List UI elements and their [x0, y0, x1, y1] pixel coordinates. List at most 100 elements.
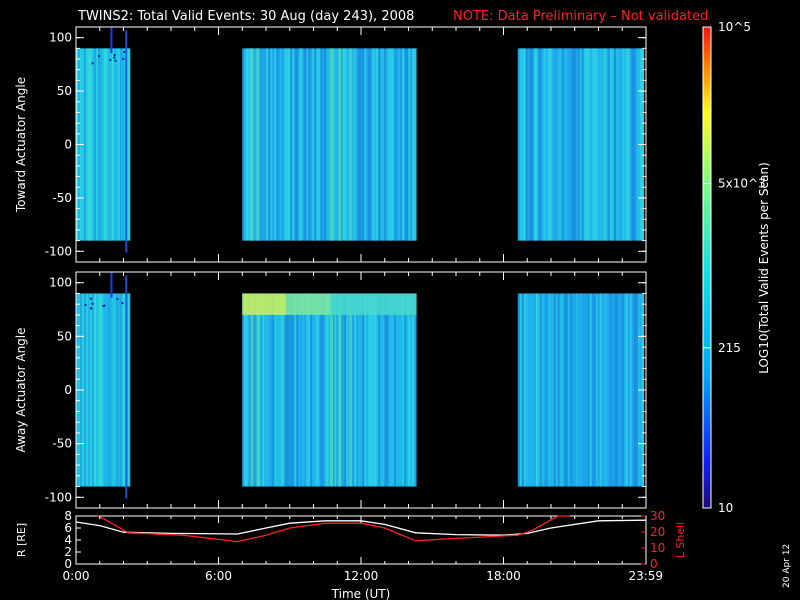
heatmap-column — [374, 293, 377, 487]
heatmap-enhanced-band — [392, 293, 395, 315]
heatmap-enhanced-band — [360, 293, 363, 315]
heatmap-column — [633, 293, 637, 487]
heatmap-streak — [349, 48, 353, 241]
heatmap-enhanced-band — [410, 293, 413, 315]
x-tick-label: 23:59 — [628, 569, 663, 583]
heatmap-spike — [125, 30, 128, 253]
heatmap-column — [388, 48, 391, 241]
heatmap-column — [392, 293, 395, 487]
x-tick-label: 6:00 — [205, 569, 232, 583]
heatmap-column — [278, 293, 281, 487]
heatmap-column — [346, 293, 349, 487]
heatmap-enhanced-band — [318, 293, 321, 315]
heatmap-column — [90, 48, 93, 241]
heatmap-column — [302, 293, 305, 487]
heatmap-column — [352, 293, 355, 487]
heatmap-column — [356, 293, 359, 487]
heatmap-column — [613, 293, 617, 487]
heatmap-column — [573, 48, 577, 241]
heatmap-column — [390, 293, 393, 487]
heatmap-column — [527, 48, 531, 241]
heatmap-column — [270, 48, 273, 241]
heatmap-spike — [110, 27, 113, 53]
heatmap-column — [94, 293, 97, 487]
heatmap-column — [587, 48, 591, 241]
heatmap-column — [619, 293, 623, 487]
heatmap-column — [296, 48, 299, 241]
heatmap-column — [583, 48, 587, 241]
heatmap-column — [124, 48, 127, 241]
heatmap-column — [593, 293, 597, 487]
heatmap-enhanced-band — [378, 293, 381, 315]
heatmap-column — [370, 293, 373, 487]
y-tick-label-right: 20 — [650, 525, 665, 539]
heatmap-column — [352, 48, 355, 241]
heatmap-column — [589, 293, 593, 487]
heatmap-column — [519, 293, 523, 487]
heatmap-column — [388, 293, 391, 487]
heatmap-column — [270, 293, 273, 487]
heatmap-column — [597, 293, 601, 487]
heatmap-column — [336, 293, 339, 487]
heatmap-enhanced-band — [346, 293, 349, 315]
heatmap-column — [342, 48, 345, 241]
heatmap-column — [298, 293, 301, 487]
heatmap-column — [102, 293, 105, 487]
heatmap-column — [290, 293, 293, 487]
heatmap-column — [368, 48, 371, 241]
heatmap-enhanced-band — [394, 293, 397, 315]
heatmap-enhanced-band — [296, 293, 299, 315]
heatmap-column — [404, 48, 407, 241]
heatmap-column — [537, 48, 541, 241]
heatmap-column — [521, 293, 525, 487]
heatmap-column — [302, 48, 305, 241]
heatmap-column — [414, 48, 417, 241]
heatmap-column — [336, 48, 339, 241]
heatmap-column — [539, 293, 543, 487]
y-tick-label: 50 — [57, 329, 72, 343]
heatmap-column — [625, 293, 629, 487]
heatmap-column — [358, 48, 361, 241]
heatmap-column — [605, 48, 609, 241]
heatmap-column — [569, 48, 573, 241]
heatmap-column — [394, 293, 397, 487]
heatmap-column — [567, 48, 571, 241]
heatmap-enhanced-band — [270, 293, 273, 315]
heatmap-streak — [256, 48, 260, 241]
heatmap-column — [366, 48, 369, 241]
heatmap-speck — [84, 304, 87, 307]
heatmap-column — [559, 48, 563, 241]
heatmap-column — [306, 48, 309, 241]
heatmap-column — [533, 48, 537, 241]
y-tick-label: -50 — [52, 191, 72, 205]
y-tick-label: -50 — [52, 437, 72, 451]
heatmap-column — [541, 48, 545, 241]
heatmap-column — [274, 293, 277, 487]
heatmap-column — [561, 293, 565, 487]
heatmap-enhanced-band — [282, 293, 285, 315]
heatmap-column — [545, 293, 549, 487]
side-date: 20 Apr 12 — [782, 544, 792, 588]
heatmap-column — [242, 293, 245, 487]
heatmap-enhanced-band — [264, 293, 267, 315]
heatmap-column — [88, 293, 91, 487]
heatmap-column — [364, 48, 367, 241]
heatmap-column — [378, 293, 381, 487]
heatmap-column — [244, 48, 247, 241]
heatmap-enhanced-band — [350, 293, 353, 315]
y-tick-label: 50 — [57, 84, 72, 98]
heatmap-column — [533, 293, 537, 487]
y-tick-label-right: 30 — [650, 509, 665, 523]
heatmap-column — [527, 293, 531, 487]
heatmap-enhanced-band — [366, 293, 369, 315]
heatmap-column — [537, 293, 541, 487]
heatmap-column — [86, 48, 89, 241]
heatmap-column — [569, 293, 573, 487]
heatmap-column — [535, 293, 539, 487]
heatmap-column — [623, 48, 627, 241]
heatmap-column — [529, 48, 533, 241]
heatmap-column — [298, 48, 301, 241]
heatmap-enhanced-band — [294, 293, 297, 315]
heatmap-column — [521, 48, 525, 241]
